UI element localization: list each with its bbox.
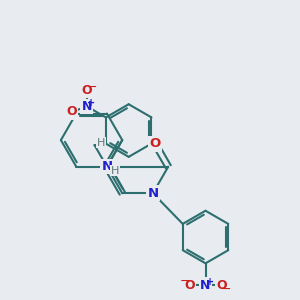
Text: N: N xyxy=(82,100,92,113)
Text: O: O xyxy=(149,137,161,150)
Text: N: N xyxy=(101,160,112,173)
Text: +: + xyxy=(87,98,95,108)
Text: O: O xyxy=(82,84,92,97)
Text: O: O xyxy=(216,279,227,292)
Text: +: + xyxy=(206,277,214,287)
Text: −: − xyxy=(180,275,190,288)
Text: O: O xyxy=(184,279,195,292)
Text: −: − xyxy=(87,81,98,94)
Text: H: H xyxy=(97,138,105,148)
Text: N: N xyxy=(147,187,158,200)
Text: −: − xyxy=(221,283,231,296)
Text: O: O xyxy=(67,105,77,119)
Text: H: H xyxy=(111,166,119,176)
Text: N: N xyxy=(200,279,211,292)
